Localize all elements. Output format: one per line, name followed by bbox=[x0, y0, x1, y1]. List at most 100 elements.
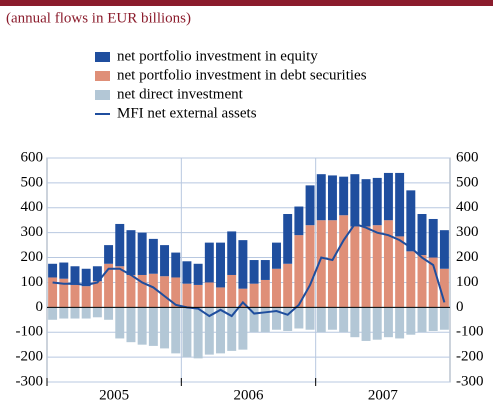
bar-segment bbox=[316, 174, 326, 221]
x-tick-label: 2005 bbox=[99, 387, 129, 403]
bar-segment bbox=[70, 266, 80, 285]
bar-segment bbox=[417, 214, 427, 256]
bar-segment bbox=[115, 307, 125, 339]
bar-segment bbox=[126, 230, 136, 275]
bar-segment bbox=[104, 245, 114, 264]
bar-segment bbox=[428, 257, 438, 308]
bar-segment bbox=[70, 307, 80, 319]
bar-segment bbox=[81, 268, 91, 287]
bar-segment bbox=[395, 172, 405, 237]
bar-segment bbox=[160, 307, 170, 349]
bar-segment bbox=[361, 179, 371, 227]
bar-segment bbox=[283, 307, 293, 331]
bar-segment bbox=[350, 226, 360, 308]
bar-segment bbox=[216, 307, 225, 354]
legend-label: net direct investment bbox=[117, 86, 244, 102]
y2-tick-label: -300 bbox=[456, 373, 484, 389]
bar-segment bbox=[92, 281, 102, 308]
bar-segment bbox=[115, 223, 125, 267]
bar-segment bbox=[272, 307, 281, 330]
bar-segment bbox=[182, 283, 192, 308]
bar-segment bbox=[193, 263, 203, 285]
bar-segment bbox=[406, 251, 416, 308]
bar-segment bbox=[305, 307, 315, 330]
bar-segment bbox=[372, 307, 382, 340]
y2-tick-label: 300 bbox=[456, 224, 479, 240]
bar-segment bbox=[316, 220, 326, 308]
bar-segment bbox=[272, 268, 281, 308]
bar-segment bbox=[428, 307, 438, 331]
bar-segment bbox=[48, 277, 58, 308]
bar-segment bbox=[115, 266, 125, 308]
legend-label: net portfolio investment in equity bbox=[117, 48, 318, 64]
bar-segment bbox=[182, 307, 192, 358]
y-tick-label: 600 bbox=[21, 149, 44, 165]
plot-area bbox=[46, 157, 451, 383]
bar-segment bbox=[81, 286, 91, 308]
bar-segment bbox=[439, 307, 449, 330]
bar-segment bbox=[137, 232, 147, 275]
legend-label: net portfolio investment in debt securit… bbox=[117, 67, 367, 83]
bar-segment bbox=[48, 307, 58, 320]
bar-segment bbox=[104, 307, 114, 320]
y2-tick-label: -100 bbox=[456, 324, 484, 340]
bar-segment bbox=[283, 214, 293, 264]
bar-segment bbox=[204, 282, 214, 308]
bar-segment bbox=[238, 288, 248, 308]
bar-segment bbox=[305, 185, 315, 226]
y-tick-label: 100 bbox=[21, 274, 44, 290]
bar-segment bbox=[294, 307, 304, 329]
bar-segment bbox=[439, 230, 449, 269]
bar-segment bbox=[137, 274, 147, 308]
bar-segment bbox=[182, 261, 192, 284]
y-tick-label: 200 bbox=[21, 249, 44, 265]
bar-segment bbox=[204, 307, 214, 355]
bar-segment bbox=[249, 260, 259, 284]
bar-segment bbox=[372, 177, 382, 226]
bar-segment bbox=[417, 307, 427, 333]
bar-segment bbox=[350, 307, 360, 338]
bar-segment bbox=[92, 307, 102, 318]
bar-segment bbox=[81, 307, 91, 319]
bar-segment bbox=[272, 242, 281, 269]
bar-segment bbox=[406, 307, 416, 335]
bar-segment bbox=[227, 274, 237, 308]
bar-segment bbox=[160, 276, 170, 308]
y-tick-label: -200 bbox=[16, 349, 44, 365]
bar-segment bbox=[350, 174, 360, 227]
line-series bbox=[52, 222, 446, 318]
y2-tick-label: 0 bbox=[456, 299, 464, 315]
bar-segment bbox=[70, 284, 80, 308]
x-tick-label: 2007 bbox=[368, 387, 399, 403]
bar-segment bbox=[294, 206, 304, 236]
bar-segment bbox=[383, 172, 393, 221]
bar-segment bbox=[260, 307, 270, 333]
bar-segment bbox=[104, 263, 114, 308]
bar-segment bbox=[417, 255, 427, 308]
bar-segment bbox=[383, 307, 393, 338]
bar-segment bbox=[428, 218, 438, 258]
bar-segment bbox=[216, 242, 225, 288]
bar-segment bbox=[137, 307, 147, 345]
bar-segment bbox=[316, 307, 326, 333]
bar-segment bbox=[361, 226, 371, 308]
y2-tick-label: -200 bbox=[456, 349, 484, 365]
bar-segment bbox=[260, 260, 270, 280]
y-tick-label: 300 bbox=[21, 224, 44, 240]
bar-segment bbox=[249, 307, 259, 333]
legend-swatch bbox=[95, 90, 110, 100]
bar-segment bbox=[305, 225, 315, 308]
bar-segment bbox=[395, 307, 405, 339]
bar-segment bbox=[383, 220, 393, 308]
bar-segment bbox=[160, 245, 170, 277]
bar-segment bbox=[238, 307, 248, 350]
bar-segment bbox=[327, 307, 337, 330]
y2-tick-label: 600 bbox=[456, 149, 479, 165]
bar-segment bbox=[148, 238, 158, 274]
bar-segment bbox=[260, 279, 270, 308]
y-tick-label: -100 bbox=[16, 324, 44, 340]
top-bar bbox=[0, 0, 493, 6]
y2-tick-label: 400 bbox=[456, 199, 479, 215]
bar-segment bbox=[148, 307, 158, 346]
